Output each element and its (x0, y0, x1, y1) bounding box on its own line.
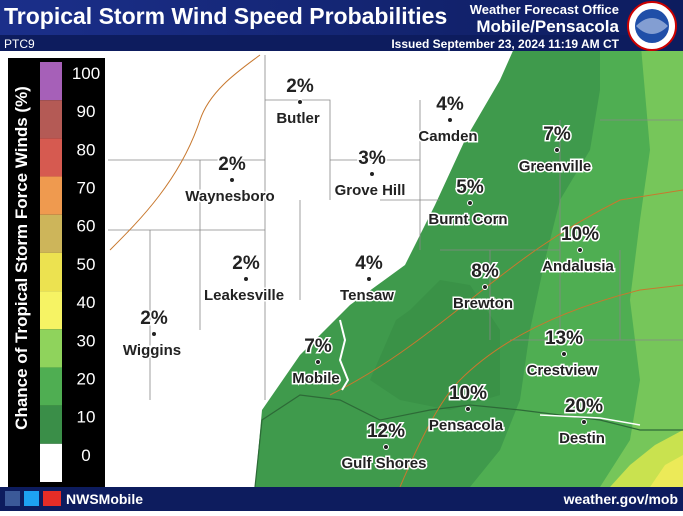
city-dot (581, 419, 587, 425)
city-percent: 2% (140, 308, 168, 329)
city-labels: 2% Butler 4% Camden 7% Greenville 2% Waynesboro… (121, 75, 616, 474)
city-percent: 10% (449, 383, 487, 404)
legend-swatch (40, 252, 62, 292)
city-name: Destin (559, 430, 605, 447)
legend-tick-label: 30 (77, 331, 96, 350)
city-percent: 2% (218, 154, 246, 175)
legend-tick-label: 0 (81, 446, 90, 465)
city-name: Tensaw (340, 287, 394, 304)
city-dot (577, 247, 583, 253)
legend-tick-label: 20 (77, 369, 96, 388)
city-dot (366, 276, 372, 282)
city-percent: 12% (367, 421, 405, 442)
city-percent: 5% (456, 177, 484, 198)
office-name: Mobile/Pensacola (476, 17, 619, 36)
city-name: Butler (276, 110, 320, 127)
office: Weather Forecast Office (470, 2, 619, 17)
issued: Issued September 23, 2024 11:19 AM CT (391, 37, 619, 51)
city-name: Burnt Corn (428, 211, 507, 228)
legend-tick-label: 90 (77, 102, 96, 121)
legend-tick-label: 40 (77, 293, 96, 312)
twitter-icon[interactable] (24, 491, 39, 506)
legend-swatch (40, 62, 62, 101)
legend-swatch (40, 100, 62, 139)
url[interactable]: weather.gov/mob (563, 491, 678, 507)
legend-tick-label: 100 (72, 64, 100, 83)
legend-swatch (40, 291, 62, 330)
map (108, 35, 683, 488)
legend-swatch (40, 138, 62, 177)
city-dot (447, 117, 453, 123)
city-dot (151, 331, 157, 337)
city-name: Pensacola (429, 417, 504, 434)
header (0, 0, 683, 35)
city-dot (369, 171, 375, 177)
social-handle[interactable]: NWSMobile (66, 491, 143, 507)
city-percent: 2% (232, 253, 260, 274)
legend-swatch (40, 214, 62, 253)
city-dot (297, 99, 303, 105)
footer (0, 487, 683, 511)
subheader (0, 35, 683, 51)
city-dot (561, 351, 567, 357)
city-name: Waynesboro (185, 188, 274, 205)
city-name: Grove Hill (335, 182, 406, 199)
city-dot (243, 276, 249, 282)
city-dot (229, 177, 235, 183)
city-percent: 20% (565, 396, 603, 417)
city-percent: 4% (355, 253, 383, 274)
city-percent: 10% (561, 224, 599, 245)
nws-logo (627, 1, 677, 51)
city-name: Crestview (527, 362, 598, 379)
legend-swatch (40, 443, 62, 482)
legend-tick-label: 10 (77, 408, 96, 427)
city-name: Leakesville (204, 287, 284, 304)
city-percent: 4% (436, 94, 464, 115)
city-name: Brewton (453, 295, 513, 312)
city-dot (383, 444, 389, 450)
city-name: Andalusia (542, 258, 614, 275)
product: PTC9 (4, 37, 35, 51)
city-name: Wiggins (123, 342, 181, 359)
legend-tick-label: 80 (77, 140, 96, 159)
city-name: Camden (418, 128, 477, 145)
legend-tick-label: 70 (77, 179, 96, 198)
legend-tick-label: 50 (77, 255, 96, 274)
legend-swatch (40, 329, 62, 368)
city-percent: 13% (545, 328, 583, 349)
city-percent: 2% (286, 76, 314, 97)
city-percent: 8% (471, 261, 499, 282)
legend-tick-label: 60 (77, 217, 96, 236)
city-percent: 3% (358, 148, 386, 169)
city-dot (554, 147, 560, 153)
city-dot (315, 359, 321, 365)
legend-swatch (40, 176, 62, 215)
city-name: Mobile (292, 370, 340, 387)
youtube-icon[interactable] (43, 491, 61, 506)
city-dot (467, 200, 473, 206)
legend-swatch (40, 367, 62, 406)
city-dot (482, 284, 488, 290)
city-name: Gulf Shores (341, 455, 426, 472)
facebook-icon[interactable] (5, 491, 20, 506)
legend-swatch (40, 405, 62, 444)
city-dot (465, 406, 471, 412)
city-name: Greenville (519, 158, 592, 175)
city-percent: 7% (304, 336, 332, 357)
title: Tropical Storm Wind Speed Probabilities (4, 3, 447, 29)
legend-title: Chance of Tropical Storm Force Winds (%) (12, 86, 31, 430)
city-percent: 7% (543, 124, 571, 145)
